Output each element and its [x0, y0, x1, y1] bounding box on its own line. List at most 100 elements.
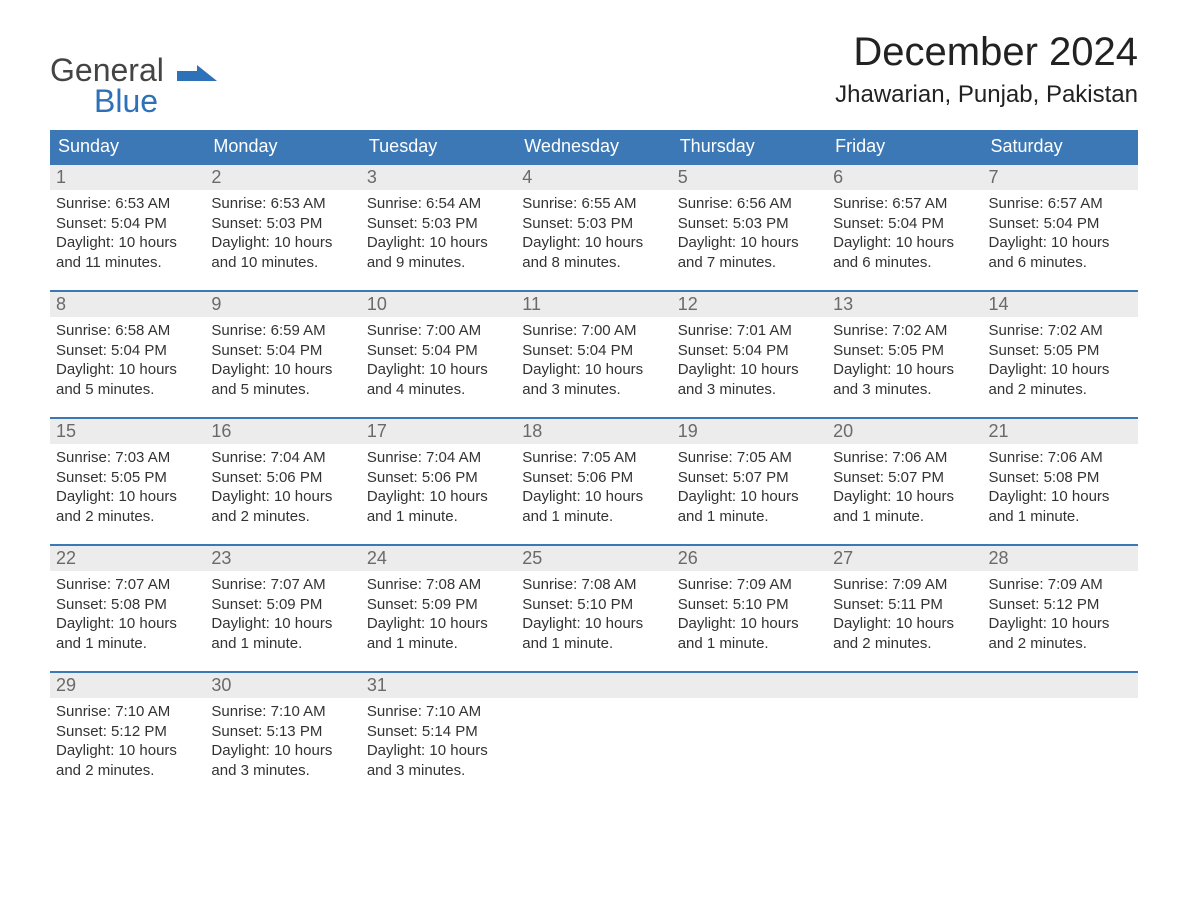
- day-cell: 6Sunrise: 6:57 AMSunset: 5:04 PMDaylight…: [827, 165, 982, 286]
- header: General Blue December 2024 Jhawarian, Pu…: [50, 30, 1138, 120]
- day-line-sunrise: Sunrise: 6:58 AM: [56, 321, 199, 341]
- day-line-day1: Daylight: 10 hours: [989, 487, 1132, 507]
- day-body: Sunrise: 6:54 AMSunset: 5:03 PMDaylight:…: [361, 190, 516, 286]
- day-cell: [672, 673, 827, 794]
- day-cell: 21Sunrise: 7:06 AMSunset: 5:08 PMDayligh…: [983, 419, 1138, 540]
- day-line-day2: and 1 minute.: [678, 507, 821, 527]
- day-number: 29: [50, 673, 205, 698]
- day-line-sunset: Sunset: 5:04 PM: [833, 214, 976, 234]
- day-line-day1: Daylight: 10 hours: [522, 233, 665, 253]
- day-line-day1: Daylight: 10 hours: [56, 741, 199, 761]
- day-line-sunset: Sunset: 5:03 PM: [678, 214, 821, 234]
- day-line-sunrise: Sunrise: 7:00 AM: [522, 321, 665, 341]
- empty-day: [983, 673, 1138, 698]
- day-line-day1: Daylight: 10 hours: [833, 360, 976, 380]
- day-number: 30: [205, 673, 360, 698]
- day-line-sunset: Sunset: 5:05 PM: [56, 468, 199, 488]
- day-line-sunset: Sunset: 5:10 PM: [678, 595, 821, 615]
- day-line-sunset: Sunset: 5:03 PM: [367, 214, 510, 234]
- day-line-sunrise: Sunrise: 7:07 AM: [56, 575, 199, 595]
- day-cell: 11Sunrise: 7:00 AMSunset: 5:04 PMDayligh…: [516, 292, 671, 413]
- empty-day: [516, 673, 671, 698]
- day-cell: 20Sunrise: 7:06 AMSunset: 5:07 PMDayligh…: [827, 419, 982, 540]
- day-line-day1: Daylight: 10 hours: [367, 360, 510, 380]
- day-cell: 14Sunrise: 7:02 AMSunset: 5:05 PMDayligh…: [983, 292, 1138, 413]
- day-body: Sunrise: 7:06 AMSunset: 5:08 PMDaylight:…: [983, 444, 1138, 540]
- logo-flag-icon: [177, 52, 217, 89]
- day-body: Sunrise: 6:57 AMSunset: 5:04 PMDaylight:…: [983, 190, 1138, 286]
- day-cell: 18Sunrise: 7:05 AMSunset: 5:06 PMDayligh…: [516, 419, 671, 540]
- dayhead-fri: Friday: [827, 130, 982, 163]
- day-line-day2: and 3 minutes.: [211, 761, 354, 781]
- day-line-day2: and 2 minutes.: [989, 380, 1132, 400]
- day-number: 16: [205, 419, 360, 444]
- day-body: Sunrise: 7:02 AMSunset: 5:05 PMDaylight:…: [827, 317, 982, 413]
- week-row: 15Sunrise: 7:03 AMSunset: 5:05 PMDayligh…: [50, 417, 1138, 540]
- day-body: Sunrise: 6:53 AMSunset: 5:03 PMDaylight:…: [205, 190, 360, 286]
- day-line-sunset: Sunset: 5:06 PM: [211, 468, 354, 488]
- day-number: 19: [672, 419, 827, 444]
- month-title: December 2024: [835, 30, 1138, 75]
- day-number: 22: [50, 546, 205, 571]
- day-line-sunrise: Sunrise: 7:08 AM: [367, 575, 510, 595]
- day-cell: 28Sunrise: 7:09 AMSunset: 5:12 PMDayligh…: [983, 546, 1138, 667]
- day-cell: 27Sunrise: 7:09 AMSunset: 5:11 PMDayligh…: [827, 546, 982, 667]
- day-line-sunset: Sunset: 5:04 PM: [367, 341, 510, 361]
- week-row: 1Sunrise: 6:53 AMSunset: 5:04 PMDaylight…: [50, 163, 1138, 286]
- day-cell: 4Sunrise: 6:55 AMSunset: 5:03 PMDaylight…: [516, 165, 671, 286]
- day-body: Sunrise: 7:01 AMSunset: 5:04 PMDaylight:…: [672, 317, 827, 413]
- day-body: Sunrise: 7:05 AMSunset: 5:07 PMDaylight:…: [672, 444, 827, 540]
- day-body: Sunrise: 6:56 AMSunset: 5:03 PMDaylight:…: [672, 190, 827, 286]
- day-line-day2: and 3 minutes.: [678, 380, 821, 400]
- day-line-day2: and 11 minutes.: [56, 253, 199, 273]
- day-line-sunrise: Sunrise: 7:06 AM: [989, 448, 1132, 468]
- day-line-sunset: Sunset: 5:13 PM: [211, 722, 354, 742]
- day-cell: [827, 673, 982, 794]
- day-line-sunset: Sunset: 5:06 PM: [367, 468, 510, 488]
- day-line-sunset: Sunset: 5:05 PM: [989, 341, 1132, 361]
- day-cell: 16Sunrise: 7:04 AMSunset: 5:06 PMDayligh…: [205, 419, 360, 540]
- day-line-day1: Daylight: 10 hours: [522, 360, 665, 380]
- day-cell: 26Sunrise: 7:09 AMSunset: 5:10 PMDayligh…: [672, 546, 827, 667]
- title-block: December 2024 Jhawarian, Punjab, Pakista…: [835, 30, 1138, 109]
- day-line-day1: Daylight: 10 hours: [367, 487, 510, 507]
- day-line-day1: Daylight: 10 hours: [522, 487, 665, 507]
- day-line-sunrise: Sunrise: 6:57 AM: [989, 194, 1132, 214]
- day-line-sunrise: Sunrise: 7:09 AM: [989, 575, 1132, 595]
- day-line-sunset: Sunset: 5:11 PM: [833, 595, 976, 615]
- day-line-day1: Daylight: 10 hours: [211, 614, 354, 634]
- day-line-sunset: Sunset: 5:04 PM: [56, 214, 199, 234]
- day-line-day1: Daylight: 10 hours: [211, 741, 354, 761]
- day-body: Sunrise: 6:55 AMSunset: 5:03 PMDaylight:…: [516, 190, 671, 286]
- dayhead-thu: Thursday: [672, 130, 827, 163]
- day-line-sunset: Sunset: 5:07 PM: [678, 468, 821, 488]
- day-cell: 12Sunrise: 7:01 AMSunset: 5:04 PMDayligh…: [672, 292, 827, 413]
- day-number: 3: [361, 165, 516, 190]
- day-body: Sunrise: 6:53 AMSunset: 5:04 PMDaylight:…: [50, 190, 205, 286]
- day-body: Sunrise: 6:58 AMSunset: 5:04 PMDaylight:…: [50, 317, 205, 413]
- day-line-day1: Daylight: 10 hours: [56, 614, 199, 634]
- day-line-day2: and 3 minutes.: [367, 761, 510, 781]
- day-number: 18: [516, 419, 671, 444]
- day-body: Sunrise: 7:00 AMSunset: 5:04 PMDaylight:…: [516, 317, 671, 413]
- day-line-sunset: Sunset: 5:12 PM: [989, 595, 1132, 615]
- day-cell: 8Sunrise: 6:58 AMSunset: 5:04 PMDaylight…: [50, 292, 205, 413]
- day-line-day1: Daylight: 10 hours: [833, 233, 976, 253]
- day-body: Sunrise: 7:07 AMSunset: 5:08 PMDaylight:…: [50, 571, 205, 667]
- day-body: Sunrise: 7:10 AMSunset: 5:14 PMDaylight:…: [361, 698, 516, 794]
- day-line-sunset: Sunset: 5:08 PM: [56, 595, 199, 615]
- day-body: Sunrise: 7:08 AMSunset: 5:09 PMDaylight:…: [361, 571, 516, 667]
- day-body: Sunrise: 7:00 AMSunset: 5:04 PMDaylight:…: [361, 317, 516, 413]
- day-cell: 19Sunrise: 7:05 AMSunset: 5:07 PMDayligh…: [672, 419, 827, 540]
- week-row: 29Sunrise: 7:10 AMSunset: 5:12 PMDayligh…: [50, 671, 1138, 794]
- day-line-sunrise: Sunrise: 7:08 AM: [522, 575, 665, 595]
- day-body: Sunrise: 7:09 AMSunset: 5:10 PMDaylight:…: [672, 571, 827, 667]
- day-number: 17: [361, 419, 516, 444]
- day-line-day2: and 1 minute.: [989, 507, 1132, 527]
- day-line-day2: and 4 minutes.: [367, 380, 510, 400]
- day-cell: 10Sunrise: 7:00 AMSunset: 5:04 PMDayligh…: [361, 292, 516, 413]
- day-line-sunset: Sunset: 5:07 PM: [833, 468, 976, 488]
- day-line-sunrise: Sunrise: 7:05 AM: [522, 448, 665, 468]
- day-number: 13: [827, 292, 982, 317]
- calendar: Sunday Monday Tuesday Wednesday Thursday…: [50, 130, 1138, 794]
